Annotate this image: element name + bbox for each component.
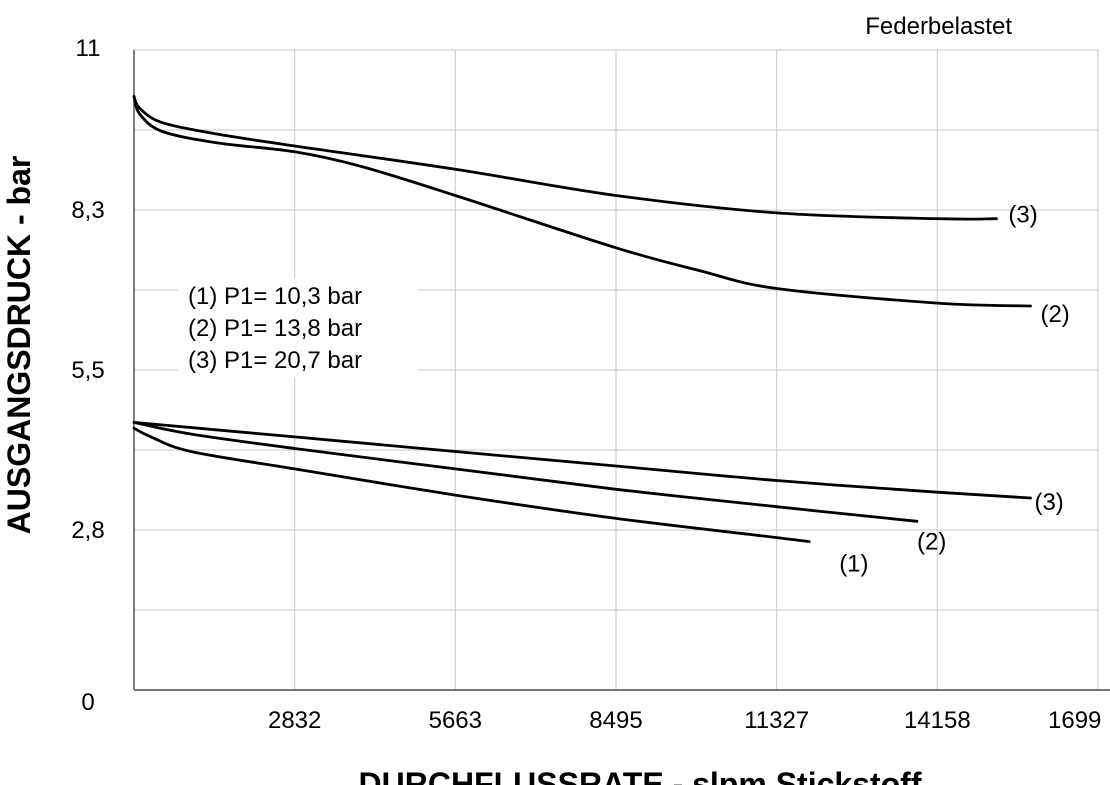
axes: [133, 50, 1110, 691]
legend-entry-1: (1) P1= 10,3 bar: [188, 283, 362, 310]
x-tick-label: 8495: [589, 707, 642, 734]
series-curve-3: [132, 421, 1032, 500]
series-label: (2): [917, 528, 946, 555]
y-tick-label: 11: [76, 35, 101, 62]
corner-note: Federbelastet: [865, 13, 1012, 40]
x-tick-label: 1699: [1048, 707, 1101, 734]
y-tick-label: 2,8: [71, 517, 104, 544]
series-labels: (1) (2) (3) (2) (3): [839, 202, 1070, 578]
x-tick-label: 14158: [904, 707, 971, 734]
x-tick-label: 5663: [429, 707, 482, 734]
y-tick-labels: 0 2,8 5,5 8,3 11: [71, 35, 104, 716]
series-label: (3): [1034, 489, 1063, 516]
series-curve-5: [132, 95, 998, 221]
x-tick-label: 2832: [268, 707, 321, 734]
x-tick-labels: 2832 5663 8495 11327 14158 1699: [268, 707, 1101, 734]
series-curves: [132, 95, 1032, 543]
y-tick-label: 5,5: [71, 357, 104, 384]
y-tick-label: 0: [81, 689, 94, 716]
series-label: (3): [1008, 202, 1037, 229]
legend-entry-3: (3) P1= 20,7 bar: [188, 347, 362, 374]
y-tick-label: 8,3: [71, 197, 104, 224]
series-curve-2: [132, 421, 919, 523]
legend: (1) P1= 10,3 bar (2) P1= 13,8 bar (3) P1…: [178, 278, 418, 378]
x-axis-title: DURCHFLUSSRATE - slpm Stickstoff: [359, 766, 922, 785]
series-curve-4: [132, 95, 1032, 308]
series-label: (2): [1040, 301, 1069, 328]
legend-background: [178, 278, 418, 378]
x-tick-label: 11327: [744, 707, 809, 734]
y-axis-title: AUSGANGSDRUCK - bar: [1, 156, 37, 535]
series-label: (1): [839, 551, 868, 578]
series-curve-1: [132, 426, 811, 543]
legend-entry-2: (2) P1= 13,8 bar: [188, 315, 362, 342]
